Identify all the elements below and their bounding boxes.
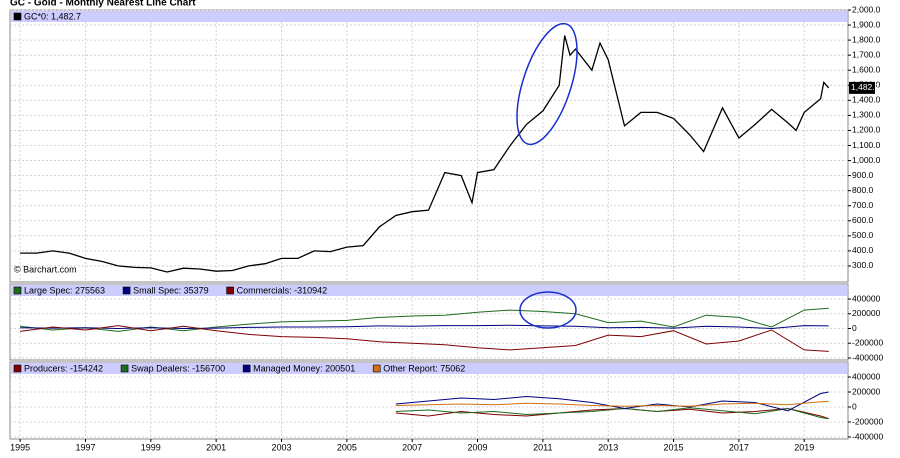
y-tick-label: 1,200.0 bbox=[852, 125, 881, 135]
x-tick-label: 2009 bbox=[468, 442, 488, 452]
legend-swatch bbox=[242, 364, 251, 373]
y-tick-label: 200000 bbox=[852, 386, 881, 396]
series-line bbox=[20, 35, 830, 273]
y-tick-label: -200000 bbox=[852, 338, 883, 348]
highlight-ellipse bbox=[519, 291, 577, 329]
x-tick-label: 2015 bbox=[664, 442, 684, 452]
x-tick-label: 2017 bbox=[729, 442, 749, 452]
source-label: © Barchart.com bbox=[14, 264, 77, 274]
y-tick-label: -400000 bbox=[852, 352, 883, 362]
x-tick-label: 2007 bbox=[402, 442, 422, 452]
x-tick-label: 2019 bbox=[794, 442, 814, 452]
legend-label: Small Spec: 35379 bbox=[133, 285, 209, 295]
y-tick-label: 400000 bbox=[852, 371, 881, 381]
series-line bbox=[395, 400, 829, 407]
legend-swatch bbox=[372, 364, 381, 373]
y-tick-label: 1,400.0 bbox=[852, 95, 881, 105]
y-tick-label: 1,300.0 bbox=[852, 110, 881, 120]
y-tick-label: 1,000.0 bbox=[852, 155, 881, 165]
y-tick-label: 1,800.0 bbox=[852, 34, 881, 44]
y-tick-label: 0 bbox=[852, 401, 857, 411]
y-tick-label: -400000 bbox=[852, 431, 883, 441]
legend-band bbox=[11, 363, 847, 374]
y-tick-label: 400000 bbox=[852, 293, 881, 303]
series-line bbox=[20, 324, 829, 330]
y-tick-label: 0 bbox=[852, 323, 857, 333]
legend-swatch bbox=[122, 286, 131, 295]
x-tick-label: 2013 bbox=[598, 442, 618, 452]
series-line bbox=[395, 391, 829, 412]
legend-label: Large Spec: 275563 bbox=[24, 285, 105, 295]
legend-label: Managed Money: 200501 bbox=[253, 363, 355, 373]
y-tick-label: 900.0 bbox=[852, 170, 874, 180]
x-tick-label: 1995 bbox=[10, 442, 30, 452]
y-tick-label: 200000 bbox=[852, 308, 881, 318]
y-tick-label: 500.0 bbox=[852, 230, 874, 240]
highlight-ellipse bbox=[516, 22, 578, 146]
legend-label: Commercials: -310942 bbox=[237, 285, 328, 295]
series-line bbox=[20, 325, 829, 352]
legend-swatch bbox=[120, 364, 129, 373]
y-tick-label: -200000 bbox=[852, 416, 883, 426]
chart-title: GC - Gold - Monthly Nearest Line Chart bbox=[10, 0, 196, 9]
legend-label: Swap Dealers: -156700 bbox=[131, 363, 225, 373]
y-tick-label: 1,700.0 bbox=[852, 49, 881, 59]
y-tick-label: 800.0 bbox=[852, 185, 874, 195]
y-tick-label: 1,900.0 bbox=[852, 19, 881, 29]
y-tick-label: 300.0 bbox=[852, 260, 874, 270]
x-tick-label: 1997 bbox=[75, 442, 95, 452]
legend-band bbox=[11, 11, 847, 22]
x-tick-label: 2001 bbox=[206, 442, 226, 452]
legend-label: GC*0: 1,482.7 bbox=[24, 11, 81, 21]
legend-label: Producers: -154242 bbox=[24, 363, 103, 373]
y-tick-label: 1,600.0 bbox=[852, 64, 881, 74]
legend-band bbox=[11, 285, 847, 296]
legend-swatch bbox=[13, 12, 22, 21]
x-tick-label: 2003 bbox=[271, 442, 291, 452]
y-tick-label: 2,000.0 bbox=[852, 4, 881, 14]
y-tick-label: 1,100.0 bbox=[852, 140, 881, 150]
legend-swatch bbox=[226, 286, 234, 295]
y-tick-label: 700.0 bbox=[852, 200, 874, 210]
legend-label: Other Report: 75062 bbox=[383, 363, 465, 373]
legend-swatch bbox=[13, 364, 22, 373]
panel-frame bbox=[9, 283, 849, 361]
y-tick-label: 400.0 bbox=[852, 245, 874, 255]
x-tick-label: 2011 bbox=[533, 442, 552, 452]
panel-frame bbox=[9, 9, 849, 283]
y-tick-label: 600.0 bbox=[852, 215, 874, 225]
legend-swatch bbox=[13, 286, 22, 295]
last-value-label: 1,482.7 bbox=[851, 82, 880, 92]
x-tick-label: 1999 bbox=[141, 442, 161, 452]
last-value-tag bbox=[849, 81, 875, 94]
x-tick-label: 2005 bbox=[337, 442, 357, 452]
